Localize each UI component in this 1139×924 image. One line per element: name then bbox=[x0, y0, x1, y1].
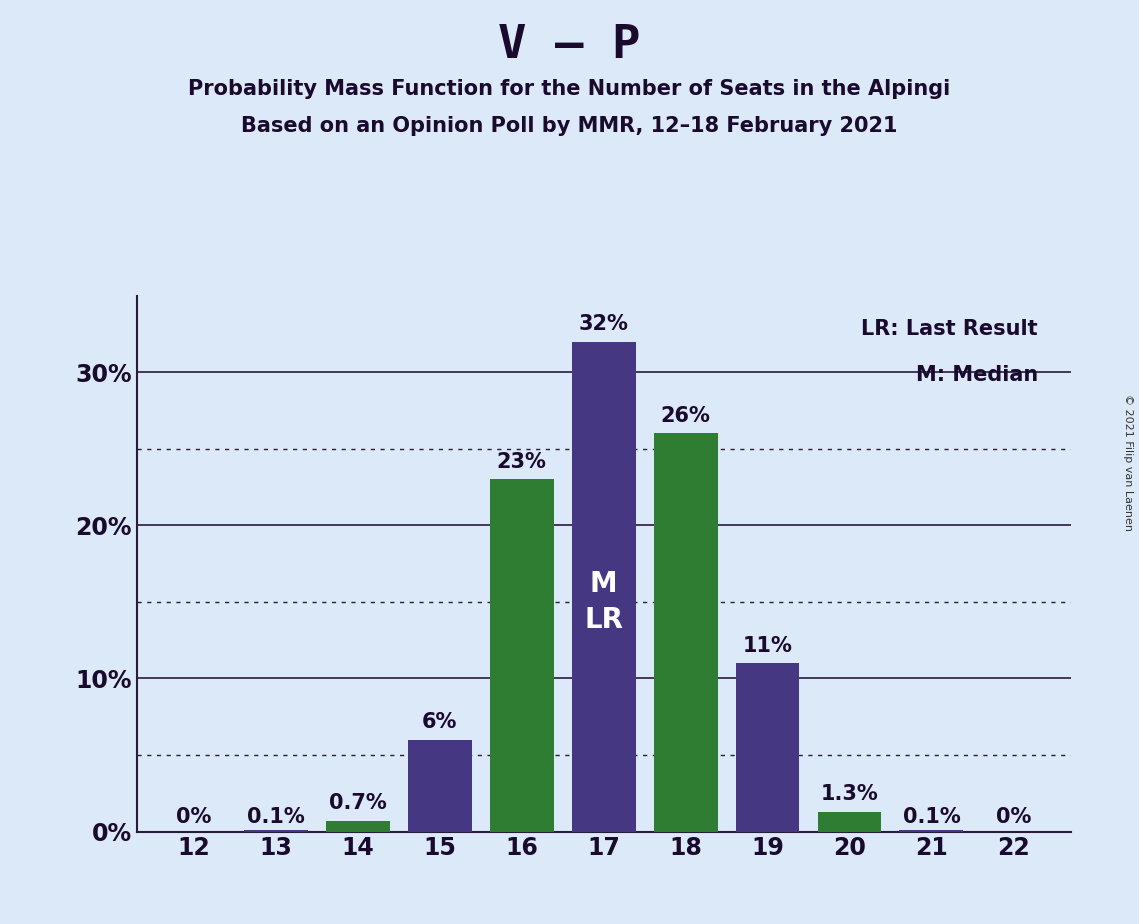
Text: 0.7%: 0.7% bbox=[329, 793, 387, 813]
Text: 0.1%: 0.1% bbox=[247, 807, 305, 827]
Text: 26%: 26% bbox=[661, 406, 711, 426]
Bar bbox=[408, 740, 472, 832]
Text: Based on an Opinion Poll by MMR, 12–18 February 2021: Based on an Opinion Poll by MMR, 12–18 F… bbox=[241, 116, 898, 136]
Bar bbox=[736, 663, 800, 832]
Bar bbox=[326, 821, 390, 832]
Bar bbox=[900, 830, 964, 832]
Text: 23%: 23% bbox=[497, 452, 547, 472]
Text: M
LR: M LR bbox=[584, 569, 623, 634]
Text: Probability Mass Function for the Number of Seats in the Alpingi: Probability Mass Function for the Number… bbox=[188, 79, 951, 99]
Text: 1.3%: 1.3% bbox=[820, 784, 878, 804]
Bar bbox=[490, 480, 554, 832]
Bar bbox=[654, 433, 718, 832]
Bar bbox=[818, 811, 882, 832]
Text: 0.1%: 0.1% bbox=[902, 807, 960, 827]
Text: 6%: 6% bbox=[423, 712, 458, 732]
Bar bbox=[244, 830, 308, 832]
Text: 11%: 11% bbox=[743, 636, 793, 655]
Text: LR: Last Result: LR: Last Result bbox=[861, 319, 1038, 339]
Text: M: Median: M: Median bbox=[916, 365, 1038, 384]
Bar bbox=[572, 342, 636, 832]
Text: V – P: V – P bbox=[498, 23, 641, 68]
Text: 32%: 32% bbox=[579, 314, 629, 334]
Text: 0%: 0% bbox=[995, 807, 1031, 827]
Text: © 2021 Filip van Laenen: © 2021 Filip van Laenen bbox=[1123, 394, 1133, 530]
Text: 0%: 0% bbox=[177, 807, 212, 827]
